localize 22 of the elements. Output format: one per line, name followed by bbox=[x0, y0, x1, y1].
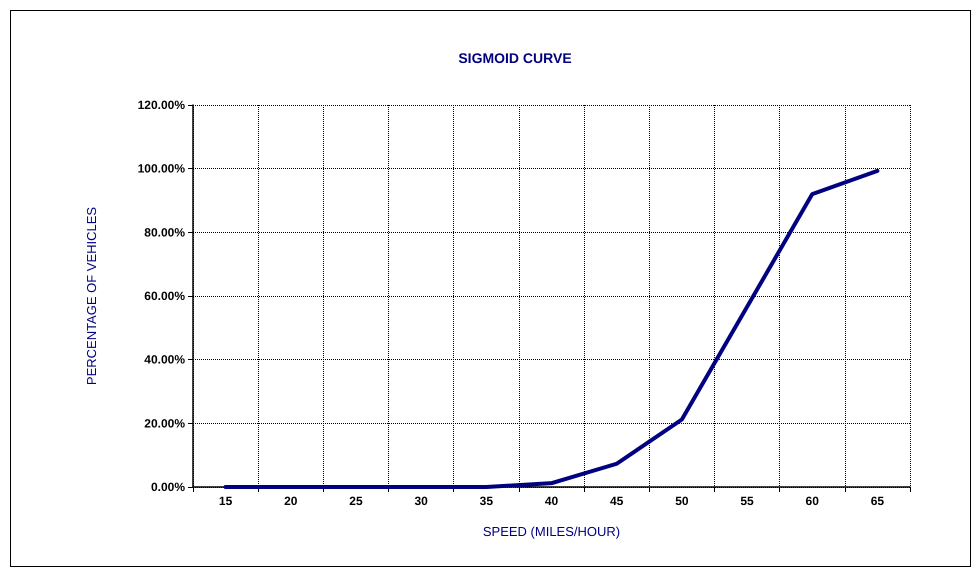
line-series bbox=[224, 168, 880, 489]
x-tick-label: 55 bbox=[740, 494, 754, 508]
x-tick-label: 65 bbox=[870, 494, 884, 508]
x-tick-label: 40 bbox=[544, 494, 558, 508]
chart-title: SIGMOID CURVE bbox=[458, 50, 572, 66]
x-tick-label: 60 bbox=[806, 494, 820, 508]
x-tick-label: 25 bbox=[349, 494, 363, 508]
x-axis-title: SPEED (MILES/HOUR) bbox=[482, 524, 620, 539]
y-tick-label: 120.00% bbox=[138, 98, 186, 112]
x-tick-label: 20 bbox=[284, 494, 298, 508]
y-tick-label: 60.00% bbox=[144, 289, 186, 303]
y-tick-label: 40.00% bbox=[144, 352, 186, 367]
x-tick-label: 50 bbox=[675, 494, 689, 508]
y-tick-label: 100.00% bbox=[138, 162, 186, 176]
x-tick-label: 35 bbox=[480, 494, 494, 508]
y-tick-label: 0.00% bbox=[150, 480, 186, 494]
x-tick-label: 30 bbox=[414, 494, 428, 508]
y-tick-label: 20.00% bbox=[144, 416, 186, 430]
y-axis-title: PERCENTAGE OF VEHICLES bbox=[84, 206, 99, 386]
y-tick-label: 80.00% bbox=[144, 225, 186, 240]
x-tick-label: 15 bbox=[218, 494, 233, 508]
x-tick-label: 45 bbox=[610, 494, 624, 508]
